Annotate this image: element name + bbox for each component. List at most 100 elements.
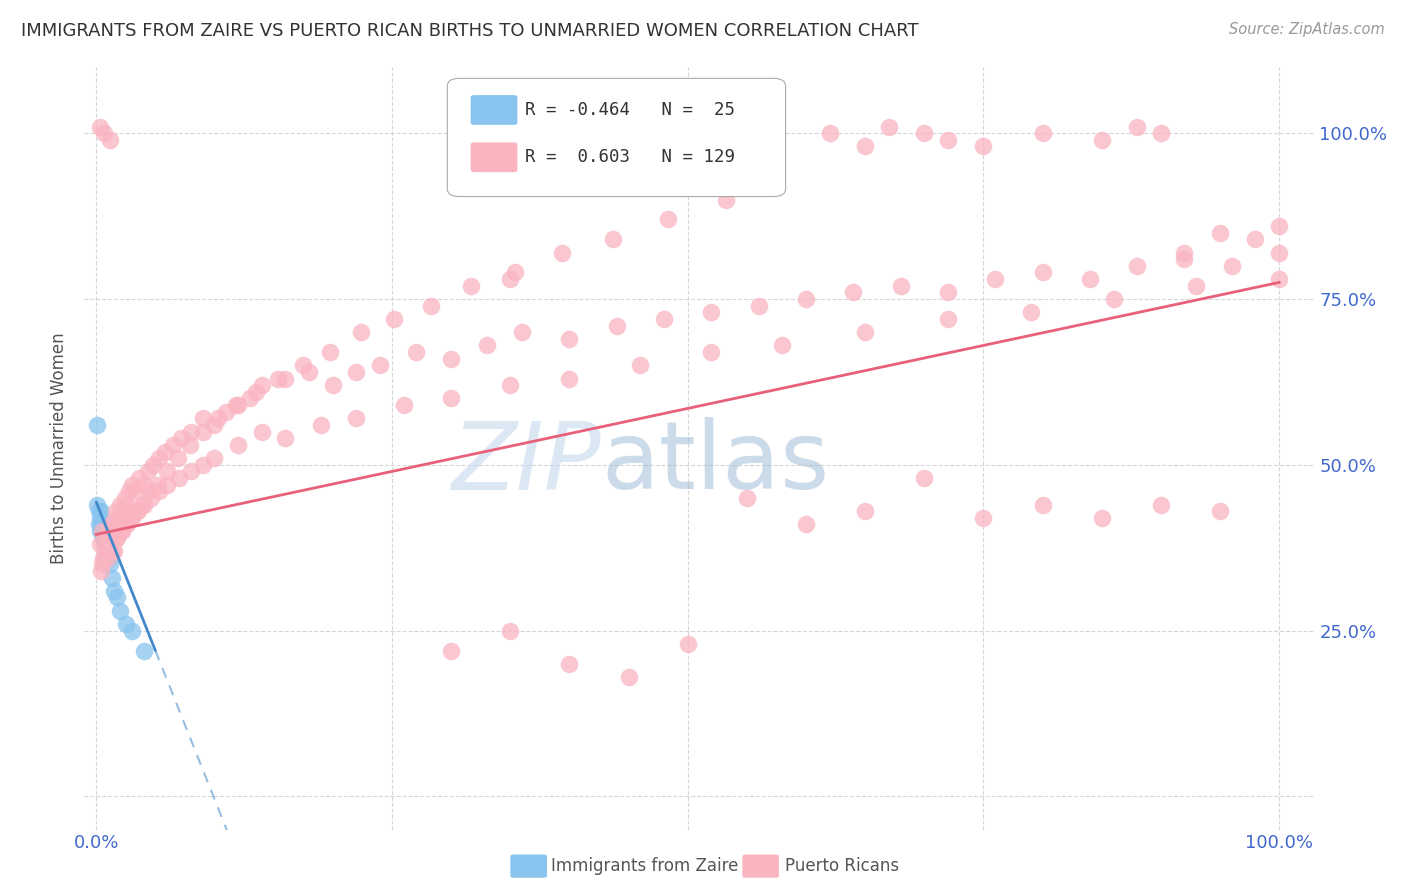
Point (1220, 259, 1243, 273)
Point (191, 458, 214, 472)
Point (100, 133, 122, 147)
Point (346, 365, 368, 379)
Point (1102, 292, 1125, 306)
Point (735, 491, 758, 505)
Point (180, 465, 202, 479)
Point (110, 524, 132, 538)
Point (1209, 504, 1232, 518)
Point (105, 504, 128, 518)
Point (346, 411, 368, 425)
Point (617, 670, 640, 684)
Point (114, 491, 136, 505)
Point (936, 133, 959, 147)
Point (510, 325, 533, 339)
Point (700, 345, 723, 359)
Point (170, 431, 193, 445)
Point (111, 504, 134, 518)
Point (499, 378, 522, 392)
Point (90, 564, 112, 578)
Point (148, 451, 170, 466)
Point (103, 544, 125, 558)
Point (912, 126, 935, 140)
Point (602, 232, 624, 246)
Point (714, 193, 737, 207)
Point (558, 371, 581, 385)
Point (322, 378, 344, 392)
FancyBboxPatch shape (471, 95, 517, 125)
Point (984, 272, 1007, 286)
Point (392, 398, 415, 412)
Point (700, 305, 723, 319)
Point (91, 550, 114, 565)
Point (1173, 245, 1195, 260)
Point (1091, 133, 1114, 147)
Point (121, 624, 143, 638)
Point (124, 484, 146, 499)
Text: Puerto Ricans: Puerto Ricans (785, 857, 898, 875)
Point (628, 359, 651, 373)
Point (93, 524, 115, 538)
Point (101, 544, 124, 558)
Point (118, 484, 141, 499)
Point (1031, 126, 1053, 140)
Text: Immigrants from Zaire: Immigrants from Zaire (551, 857, 738, 875)
Point (180, 425, 202, 439)
Point (748, 299, 770, 313)
Text: Source: ZipAtlas.com: Source: ZipAtlas.com (1229, 22, 1385, 37)
Point (111, 524, 134, 538)
Text: R =  0.603   N = 129: R = 0.603 N = 129 (524, 148, 735, 166)
Point (1185, 278, 1208, 293)
Point (912, 471, 935, 485)
Point (139, 491, 162, 505)
Point (274, 371, 297, 385)
Point (94, 544, 117, 558)
Point (156, 477, 179, 491)
Point (93, 550, 115, 565)
Point (120, 511, 142, 525)
Point (136, 465, 159, 479)
Point (499, 624, 522, 638)
Text: ZIP: ZIP (451, 418, 602, 509)
Point (96, 544, 118, 558)
Point (936, 285, 959, 300)
Point (1150, 126, 1173, 140)
Point (153, 444, 176, 458)
Point (100, 558, 122, 572)
Point (794, 517, 817, 532)
Point (162, 438, 184, 452)
Point (103, 524, 125, 538)
Point (239, 392, 262, 406)
Point (225, 398, 247, 412)
Point (127, 504, 149, 518)
Point (1244, 232, 1267, 246)
Point (107, 511, 129, 525)
Point (98, 537, 121, 551)
Point (100, 517, 122, 532)
Point (274, 431, 297, 445)
Point (179, 438, 201, 452)
Point (499, 272, 522, 286)
Point (166, 451, 188, 466)
Point (319, 345, 342, 359)
Point (89, 120, 111, 134)
Point (890, 278, 912, 293)
Point (105, 531, 128, 545)
Point (292, 359, 315, 373)
Point (87, 517, 110, 532)
Point (96, 531, 118, 545)
Point (91, 524, 114, 538)
Point (207, 411, 229, 425)
Point (86, 498, 108, 512)
Point (215, 405, 238, 419)
Point (972, 511, 994, 525)
Point (91, 531, 114, 545)
Point (121, 511, 143, 525)
Point (503, 265, 526, 279)
Point (89, 537, 111, 551)
Point (107, 531, 129, 545)
Point (100, 537, 122, 551)
Point (146, 477, 169, 491)
Point (440, 351, 463, 366)
Point (1126, 120, 1149, 134)
Point (475, 338, 498, 352)
